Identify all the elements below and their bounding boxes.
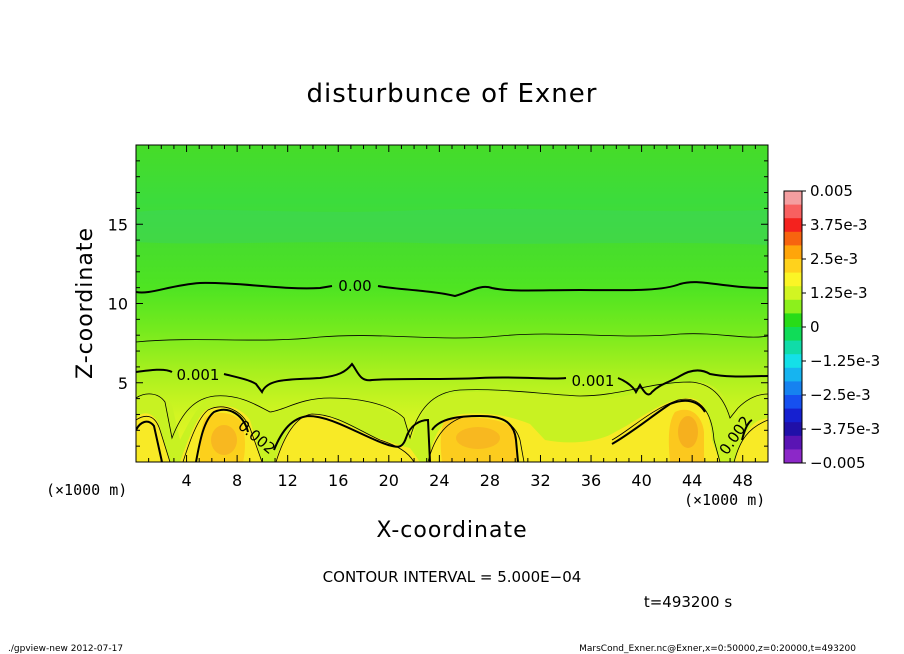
colorbar-label: −0.005 <box>810 454 866 472</box>
contour-interval-text: CONTOUR INTERVAL = 5.000E−04 <box>323 568 582 586</box>
colorbar-label: 3.75e-3 <box>810 216 868 234</box>
colorbar-label: 0.005 <box>810 182 853 200</box>
colorbar-swatch <box>784 367 802 382</box>
colorbar-swatch <box>784 354 802 369</box>
y-tick-label: 5 <box>118 374 128 393</box>
colorbar-swatch <box>784 286 802 301</box>
x-axis-label: X-coordinate <box>376 518 527 543</box>
colorbar-swatch <box>784 231 802 246</box>
colorbar-swatch <box>784 313 802 328</box>
colorbar-swatch <box>784 435 802 450</box>
colorbar-swatch <box>784 449 802 464</box>
y-axis-label: Z-coordinate <box>73 227 98 379</box>
y-tick-label: 10 <box>108 295 128 314</box>
x-tick-label: 12 <box>278 471 298 490</box>
colorbar-swatch <box>784 299 802 314</box>
colorbar-swatch <box>784 259 802 274</box>
colorbar <box>784 191 802 464</box>
colorbar-labels: 0.005 3.75e-3 2.5e-3 1.25e-3 0 −1.25e-3 −2.5e-… <box>802 182 880 472</box>
core-deep-3 <box>678 416 698 448</box>
colorbar-swatch <box>784 340 802 355</box>
band-upper-cool <box>136 208 768 245</box>
colorbar-label: 2.5e-3 <box>810 250 858 268</box>
core-deep-2 <box>456 427 500 449</box>
contour-label-0: 0.00 <box>338 277 371 295</box>
colorbar-label: −1.25e-3 <box>810 352 880 370</box>
contour-thin-2 <box>136 381 768 440</box>
colorbar-swatch <box>784 381 802 396</box>
x-tick-label: 48 <box>733 471 753 490</box>
core-deep-1 <box>211 425 237 455</box>
footer-right: MarsCond_Exner.nc@Exner,x=0:50000,z=0:20… <box>579 644 856 654</box>
colorbar-swatch <box>784 191 802 206</box>
colorbar-swatch <box>784 204 802 219</box>
colorbar-label: 0 <box>810 318 820 336</box>
x-tick-label: 36 <box>581 471 601 490</box>
x-tick-label: 8 <box>232 471 242 490</box>
x-tick-label: 32 <box>530 471 550 490</box>
contour-002 <box>136 399 753 462</box>
x-tick-label: 24 <box>429 471 449 490</box>
time-text: t=493200 s <box>644 593 732 611</box>
contour-label-2: 0.001 <box>572 372 615 390</box>
colorbar-swatch <box>784 408 802 423</box>
colorbar-swatch <box>784 422 802 437</box>
x-tick-label: 4 <box>181 471 191 490</box>
x-tick-label: 28 <box>480 471 500 490</box>
colorbar-label: −3.75e-3 <box>810 420 880 438</box>
colorbar-swatch <box>784 218 802 233</box>
contour-thin-1 <box>136 333 768 343</box>
contour-001 <box>136 362 768 396</box>
contour-label-1: 0.001 <box>177 366 220 384</box>
contour-zero <box>136 281 768 298</box>
contour-field: 0.00 0.001 0.001 0.002 0.002 <box>136 145 768 462</box>
colorbar-swatch <box>784 245 802 260</box>
y-tick-label: 15 <box>108 215 128 234</box>
x-tick-label: 16 <box>328 471 348 490</box>
footer-left: ./gpview-new 2012-07-17 <box>8 644 123 654</box>
x-tick-label: 44 <box>682 471 702 490</box>
colorbar-swatch <box>784 327 802 342</box>
chart-title: disturbunce of Exner <box>307 79 598 109</box>
colorbar-swatch <box>784 272 802 287</box>
colorbar-swatch <box>784 395 802 410</box>
colorbar-label: −2.5e-3 <box>810 386 871 404</box>
x-tick-label: 20 <box>379 471 399 490</box>
x-unit-left: (×1000 m) <box>46 481 127 499</box>
x-tick-label: 40 <box>631 471 651 490</box>
colorbar-label: 1.25e-3 <box>810 284 868 302</box>
x-unit-right: (×1000 m) <box>684 491 765 509</box>
